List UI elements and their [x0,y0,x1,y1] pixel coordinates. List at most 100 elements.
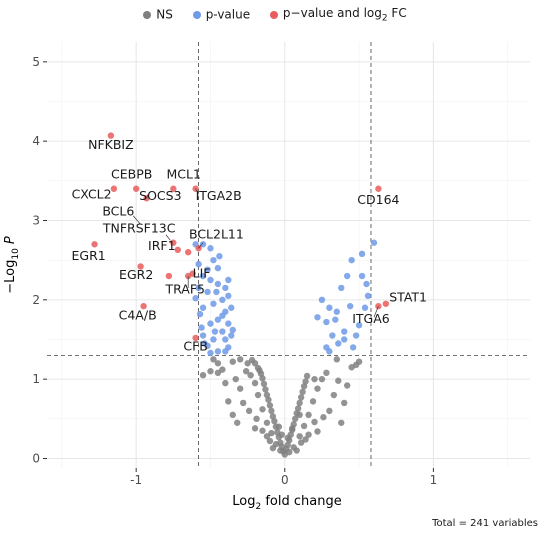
ns-point [341,399,348,407]
ns-point [263,419,271,426]
pvalue-fc-point [170,185,177,192]
pvalue-point [364,292,372,300]
gene-labels: NFKBIZ CEBPB MCL1 CXCL2 SOCS3 ITGA2B BCL6TNFRS… [71,137,427,353]
gene-label: BCL2L11 [189,227,244,242]
x-axis-label-sub: 2 [255,502,261,512]
pvalue-point [332,316,339,323]
pvalue-point [349,344,357,351]
pvalue-point [204,266,211,273]
ns-point [229,358,236,365]
y-tick-label: 5 [32,55,40,69]
pvalue-fc-point [140,302,147,310]
pvalue-point [355,322,363,329]
ns-point [293,447,300,454]
gene-label: STAT1 [389,289,427,304]
ns-point [253,415,260,423]
pvalue-point [214,280,222,288]
ns-point [333,356,340,363]
pvalue-point [333,308,340,315]
y-tick-label: 0 [32,451,40,465]
pvalue-point [335,340,342,347]
y-axis-label-sub: 10 [11,248,21,260]
ns-point [263,433,271,440]
ns-point [234,419,241,426]
ns-point [299,388,306,396]
pvalue-point [326,304,333,311]
ns-point [237,356,244,363]
legend-pvalue-fc-prefix: p−value and log [282,6,382,20]
y-tick-label: 1 [32,372,40,386]
ns-point [294,405,302,412]
y-tick-label: 2 [32,293,40,307]
gene-label: TNFRSF13C [102,220,176,235]
pvalue-point [210,300,217,307]
ns-point [297,394,305,401]
pvalue-point [363,280,370,288]
ns-point [219,366,226,373]
ns-point [311,418,318,426]
ns-point [259,406,266,413]
gene-label: CD164 [357,192,399,207]
ns-point [251,425,259,432]
ns-point [330,391,338,399]
ns-point [237,385,244,392]
cutoff-lines [47,42,530,468]
legend-item-pvalue-fc: p−value and log2 FC [269,6,407,24]
pvalue-point [198,324,205,331]
ns-point [207,368,214,375]
ns-point [199,371,207,379]
pvalue-point [204,288,211,296]
pvalue-fc-point [184,249,192,256]
ns-point [260,380,268,388]
y-axis-label-suffix: P [3,236,18,248]
pvalue-point [210,256,217,264]
pvalue-point [338,284,345,292]
y-axis-label: −Log10 P [3,236,21,294]
gene-label: SOCS3 [139,188,181,203]
pvalue-point [210,336,217,343]
pvalue-point [346,302,354,310]
ns-point [242,368,250,375]
gene-label-connector [373,306,379,318]
pvalue-point [323,344,330,351]
ns-point [326,407,333,415]
ns-point [214,360,222,367]
ns-point [300,422,308,430]
pvalue-point [211,328,219,335]
pvalue-point [201,340,208,347]
ns-point [277,447,284,454]
ns-point [305,411,312,419]
pvalue-point [341,328,348,335]
data-points [91,132,390,458]
pvalue-point [225,292,232,300]
x-axis-label-prefix: Log [232,494,255,509]
ns-point [245,407,253,415]
ns-point [355,358,363,365]
pvalue-point [207,276,214,284]
ns-point [314,428,321,435]
ns-point [297,439,305,446]
ns-point [302,378,309,385]
ns-point [266,437,274,445]
pvalue-point [195,284,202,292]
pvalue-point [358,272,366,280]
gene-label-connector [165,234,171,241]
ns-point [262,386,269,393]
ns-point [269,413,277,420]
legend-pvalue-marker [192,10,201,19]
gene-label-connector [146,194,149,199]
pvalue-point [318,296,326,304]
pvalue-point [358,250,366,258]
gene-label: C4A/B [119,308,157,323]
grid [47,42,530,468]
pvalue-point [225,320,232,327]
ns-point [289,425,296,432]
pvalue-point [196,310,204,318]
pvalue-point [199,272,207,280]
legend-pvalue-fc-sub: 2 [381,13,388,24]
pvalue-point [199,332,207,339]
pvalue-fc-point [165,272,173,280]
pvalue-fc-point [91,241,98,248]
pvalue-point [216,252,223,260]
